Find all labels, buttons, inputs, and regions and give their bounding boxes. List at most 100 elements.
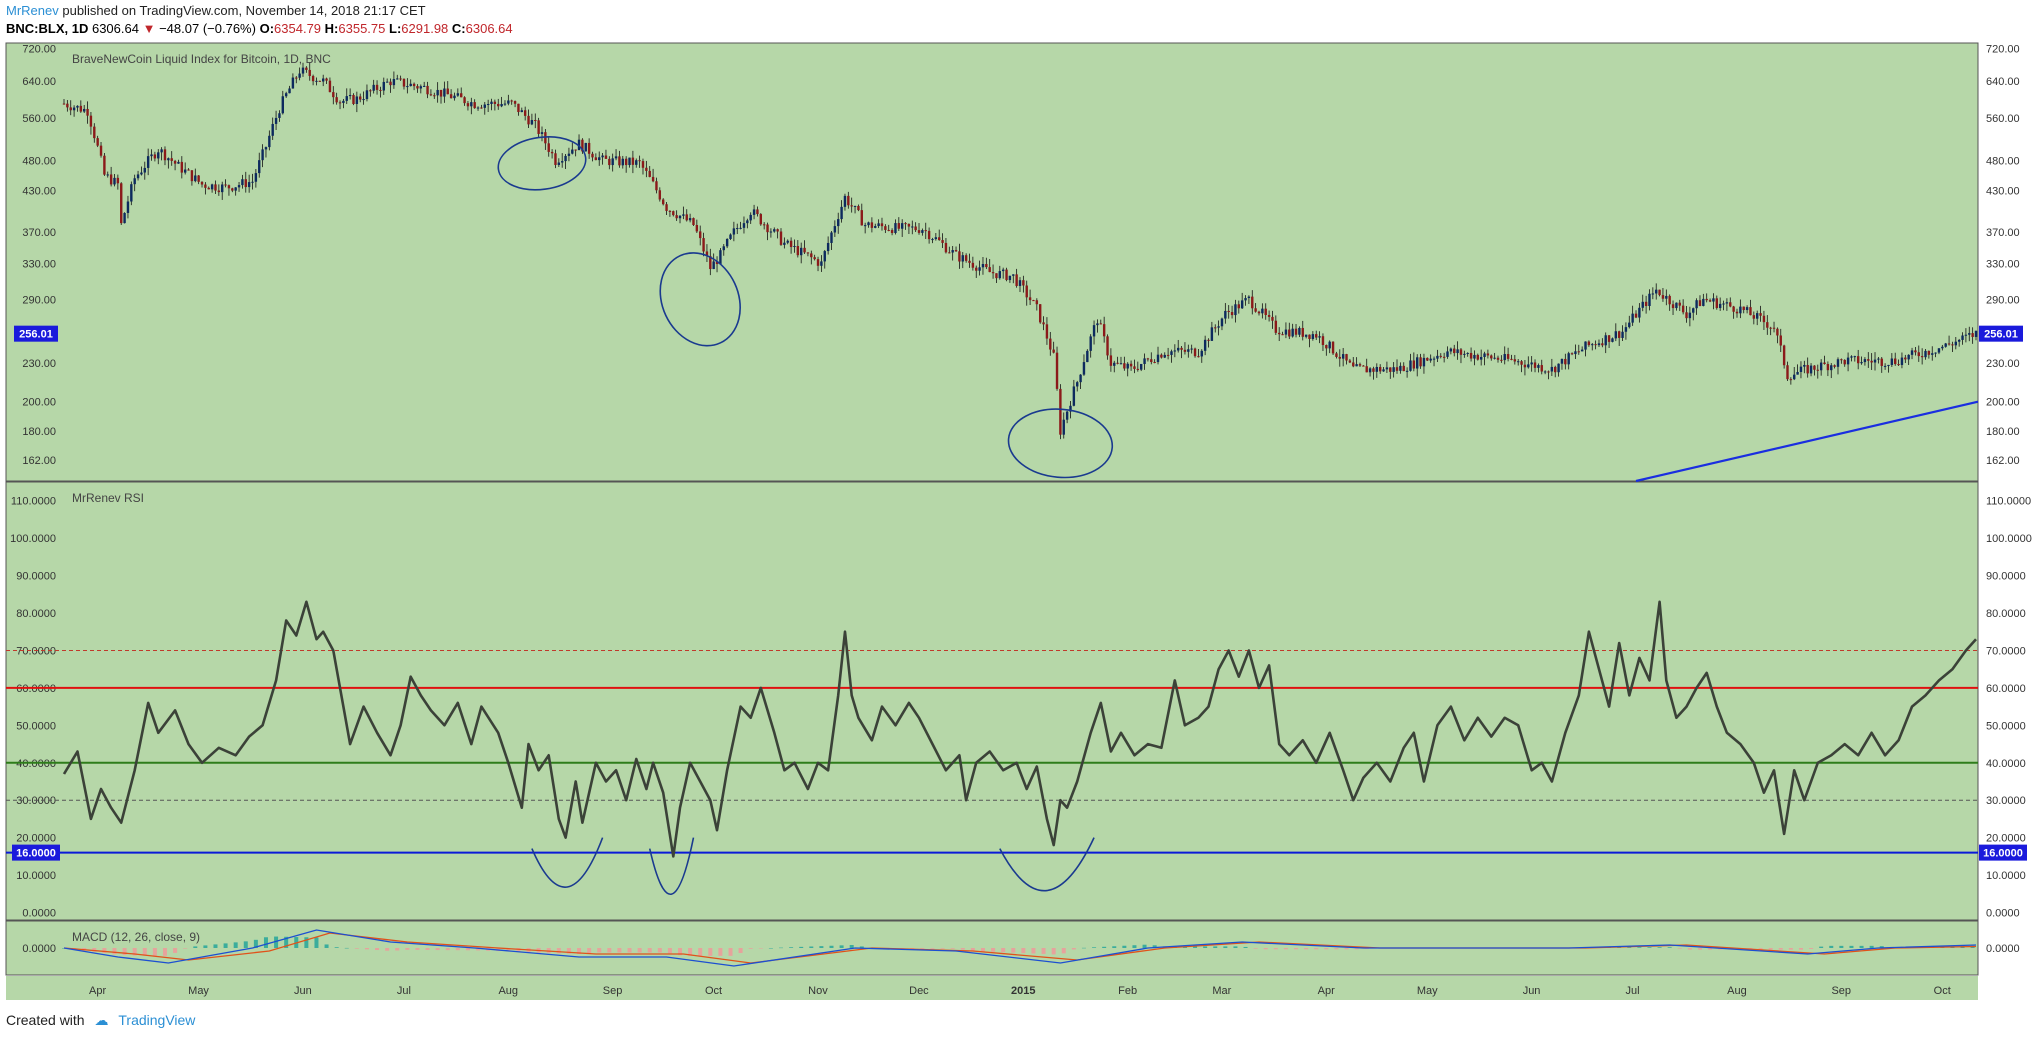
candle-body bbox=[1025, 285, 1028, 298]
candle-body bbox=[1055, 352, 1059, 389]
candle-body bbox=[69, 107, 72, 111]
candle-body bbox=[1352, 362, 1355, 367]
candle-body bbox=[1523, 364, 1527, 368]
tradingview-brand-link[interactable]: TradingView bbox=[118, 1012, 196, 1028]
macd-histogram-bar bbox=[829, 945, 834, 948]
candle-body bbox=[120, 183, 123, 224]
price-axis-left-label: 230.00 bbox=[22, 358, 56, 370]
candle-body bbox=[1321, 336, 1325, 346]
candle-body bbox=[877, 223, 880, 227]
macd-histogram-bar bbox=[607, 948, 612, 953]
macd-histogram-bar bbox=[1152, 945, 1157, 948]
candle-body bbox=[1446, 351, 1449, 357]
candle-body bbox=[1836, 359, 1840, 367]
candle-body bbox=[1641, 301, 1644, 308]
price-axis-right-label: 720.00 bbox=[1986, 44, 2020, 56]
rsi-level-tag-left-box bbox=[12, 844, 60, 861]
price-axis-right-label: 370.00 bbox=[1986, 227, 2020, 239]
candle-body bbox=[284, 93, 288, 97]
candle-body bbox=[1042, 322, 1045, 325]
candle-body bbox=[736, 228, 739, 230]
candle-body bbox=[1873, 359, 1877, 363]
price-axis-left-label: 180.00 bbox=[22, 426, 56, 438]
candle-body bbox=[470, 102, 473, 107]
candle-body bbox=[658, 190, 662, 200]
macd-histogram-bar bbox=[233, 942, 238, 948]
macd-histogram-bar bbox=[688, 948, 693, 956]
candle-body bbox=[1459, 349, 1463, 355]
candle-body bbox=[224, 184, 227, 186]
macd-histogram-bar bbox=[1869, 945, 1874, 948]
price-pane[interactable]: 720.00 720.00 640.00 640.00 560.00 560.00 480.… bbox=[5, 42, 2023, 482]
candle-body bbox=[520, 110, 524, 113]
candle-body bbox=[1210, 327, 1214, 341]
candle-body bbox=[1661, 295, 1665, 299]
macd-histogram-bar bbox=[1142, 944, 1147, 948]
candle-body bbox=[1409, 360, 1412, 371]
price-tag-left-box bbox=[14, 325, 58, 342]
candle-body bbox=[1490, 355, 1493, 359]
candle-body bbox=[1170, 351, 1173, 355]
macd-histogram-bar bbox=[708, 948, 713, 956]
candle-body bbox=[1766, 322, 1769, 328]
candle-body bbox=[571, 149, 574, 154]
candle-body bbox=[1506, 354, 1510, 359]
candle-body bbox=[382, 81, 385, 91]
time-axis-label: Sep bbox=[1831, 985, 1851, 997]
price-change: −48.07 (−0.76%) bbox=[159, 21, 256, 36]
candle-body bbox=[1183, 349, 1187, 352]
chart-canvas[interactable]: 720.00 720.00 640.00 640.00 560.00 560.00 480.… bbox=[0, 0, 2041, 1000]
candle-body bbox=[1496, 357, 1500, 360]
candle-body bbox=[661, 199, 665, 205]
price-axis-left-label: 430.00 bbox=[22, 186, 56, 198]
macd-histogram-bar bbox=[779, 947, 783, 949]
candle-body bbox=[1860, 362, 1863, 364]
candle-body bbox=[379, 89, 382, 91]
candle-body bbox=[951, 250, 954, 253]
candle-body bbox=[1557, 363, 1560, 373]
candle-body bbox=[648, 170, 651, 177]
macd-pane[interactable]: 0.0000 0.0000 MACD (12, 26, close, 9) bbox=[5, 920, 2020, 976]
price-axis-right-label: 480.00 bbox=[1986, 155, 2020, 167]
macd-histogram-bar bbox=[173, 948, 178, 953]
macd-histogram-bar bbox=[819, 946, 824, 948]
candle-body bbox=[604, 155, 608, 159]
candle-body bbox=[985, 263, 988, 268]
candle-body bbox=[281, 96, 285, 114]
candle-body bbox=[1944, 343, 1947, 347]
candle-body bbox=[1708, 300, 1712, 302]
macd-histogram-bar bbox=[405, 948, 410, 950]
rsi-pane[interactable]: 110.0000 110.0000 100.0000 100.0000 90.0000 9… bbox=[5, 481, 2032, 921]
publish-info: MrRenev published on TradingView.com, No… bbox=[6, 3, 426, 18]
macd-histogram-bar bbox=[789, 947, 794, 948]
candle-body bbox=[1308, 334, 1311, 340]
time-axis-label: Oct bbox=[1934, 985, 1951, 997]
candle-body bbox=[601, 155, 604, 158]
candle-body bbox=[321, 78, 325, 82]
macd-histogram-bar bbox=[476, 948, 481, 951]
candle-body bbox=[1675, 302, 1678, 309]
open-value: 6354.79 bbox=[274, 21, 322, 36]
rsi-axis-right-label: 50.0000 bbox=[1986, 720, 2026, 732]
candle-body bbox=[840, 206, 843, 220]
candle-body bbox=[991, 272, 995, 274]
candle-body bbox=[1840, 359, 1843, 361]
candle-body bbox=[1079, 374, 1082, 383]
rsi-axis-left-label: 90.0000 bbox=[16, 571, 56, 583]
macd-pane-title: MACD (12, 26, close, 9) bbox=[72, 930, 200, 944]
candle-body bbox=[486, 104, 490, 106]
macd-histogram-bar bbox=[375, 948, 380, 951]
drawing-annotations[interactable] bbox=[495, 131, 1979, 896]
macd-histogram-bar bbox=[1627, 947, 1632, 948]
candle-body bbox=[456, 93, 460, 96]
candle-body bbox=[1220, 318, 1224, 327]
macd-histogram-bar bbox=[1829, 945, 1834, 948]
author-link[interactable]: MrRenev bbox=[6, 3, 59, 18]
macd-histogram-bar bbox=[445, 948, 450, 951]
candle-body bbox=[507, 100, 510, 104]
macd-histogram-bar bbox=[1132, 945, 1137, 948]
candle-body bbox=[1863, 359, 1867, 363]
macd-histogram-bar bbox=[142, 948, 147, 956]
candle-body bbox=[587, 142, 591, 154]
macd-histogram-bar bbox=[980, 948, 985, 952]
